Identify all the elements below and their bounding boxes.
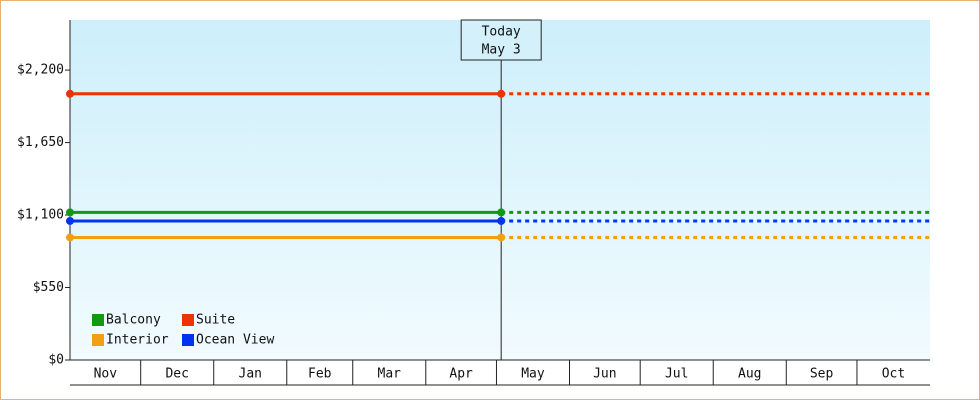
series-point bbox=[497, 89, 506, 98]
legend-swatch bbox=[182, 334, 194, 346]
x-tick-label: Aug bbox=[738, 367, 761, 382]
x-tick-label: Mar bbox=[378, 367, 402, 382]
x-tick-label: Jun bbox=[593, 367, 616, 382]
legend-swatch bbox=[92, 334, 104, 346]
legend-label: Ocean View bbox=[196, 333, 274, 348]
series-point bbox=[66, 208, 74, 217]
series-point bbox=[497, 233, 506, 242]
x-tick-label: Oct bbox=[882, 367, 905, 382]
x-tick-label: Jul bbox=[665, 367, 688, 382]
legend-label: Suite bbox=[196, 313, 235, 328]
legend-swatch bbox=[182, 314, 194, 326]
series-point bbox=[497, 216, 506, 225]
y-tick-label: $1,650 bbox=[17, 135, 64, 150]
x-tick-label: Nov bbox=[94, 367, 118, 382]
y-tick-label: $1,100 bbox=[17, 208, 64, 223]
series-point bbox=[66, 233, 74, 242]
annotation: Today bbox=[482, 25, 521, 40]
legend-label: Balcony bbox=[106, 313, 161, 328]
series-point bbox=[66, 216, 74, 225]
y-tick-label: $0 bbox=[48, 353, 64, 368]
x-tick-label: Dec bbox=[165, 367, 188, 382]
series-point bbox=[66, 89, 74, 98]
legend-label: Interior bbox=[106, 333, 169, 348]
x-tick-label: Sep bbox=[810, 367, 834, 382]
x-tick-label: Jan bbox=[239, 367, 262, 382]
x-tick-label: May bbox=[521, 367, 545, 382]
y-tick-label: $2,200 bbox=[17, 63, 64, 78]
annotation-box bbox=[460, 19, 542, 61]
legend-swatch bbox=[92, 314, 104, 326]
plot-area bbox=[70, 20, 930, 360]
x-tick-label: Apr bbox=[449, 367, 473, 382]
y-tick-label: $550 bbox=[33, 280, 64, 295]
annotation: May 3 bbox=[482, 43, 521, 58]
series-point bbox=[497, 208, 506, 217]
x-tick-label: Feb bbox=[308, 367, 332, 382]
